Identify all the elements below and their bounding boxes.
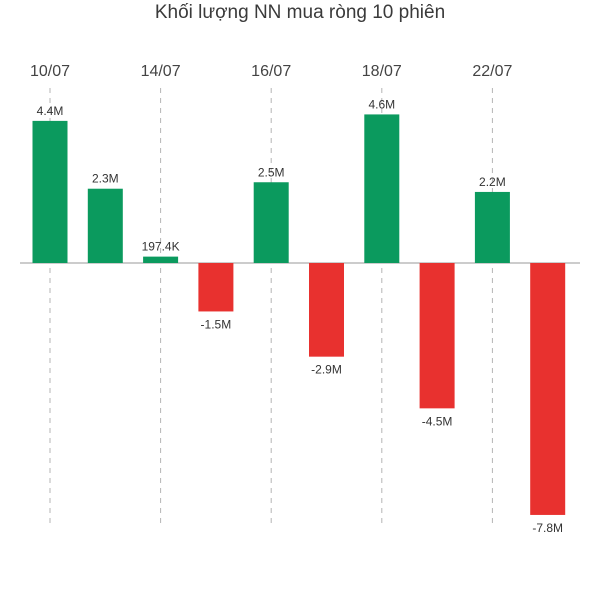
value-label-4: 2.5M bbox=[258, 165, 285, 179]
bar-7 bbox=[419, 263, 455, 409]
value-label-9: -7.8M bbox=[532, 521, 563, 535]
bar-6 bbox=[364, 114, 400, 263]
value-label-5: -2.9M bbox=[311, 363, 342, 377]
value-label-3: -1.5M bbox=[201, 317, 232, 331]
bar-9 bbox=[530, 263, 566, 515]
value-label-1: 2.3M bbox=[92, 172, 119, 186]
date-label-3: 18/07 bbox=[362, 63, 402, 80]
bar-8 bbox=[474, 191, 510, 263]
date-labels: 10/07 14/07 16/07 18/07 22/07 bbox=[30, 63, 513, 80]
date-label-4: 22/07 bbox=[472, 63, 512, 80]
bar-2 bbox=[143, 256, 179, 263]
value-label-6: 4.6M bbox=[368, 97, 395, 111]
value-label-2: 197.4K bbox=[142, 240, 180, 254]
bar-1 bbox=[87, 188, 123, 263]
bar-3 bbox=[198, 263, 234, 312]
date-label-2: 16/07 bbox=[251, 63, 291, 80]
value-label-8: 2.2M bbox=[479, 175, 506, 189]
bar-0 bbox=[32, 120, 68, 263]
bar-5 bbox=[309, 263, 344, 357]
value-label-0: 4.4M bbox=[37, 104, 64, 118]
chart-title: Khối lượng NN mua ròng 10 phiên bbox=[154, 2, 446, 23]
bars bbox=[32, 114, 566, 515]
date-label-0: 10/07 bbox=[30, 63, 70, 80]
bar-4 bbox=[253, 182, 289, 263]
value-label-7: -4.5M bbox=[422, 414, 453, 428]
value-labels: 4.4M 2.3M 197.4K -1.5M 2.5M -2.9M 4.6M -4.5M 2.2… bbox=[37, 97, 563, 535]
date-label-1: 14/07 bbox=[141, 63, 181, 80]
